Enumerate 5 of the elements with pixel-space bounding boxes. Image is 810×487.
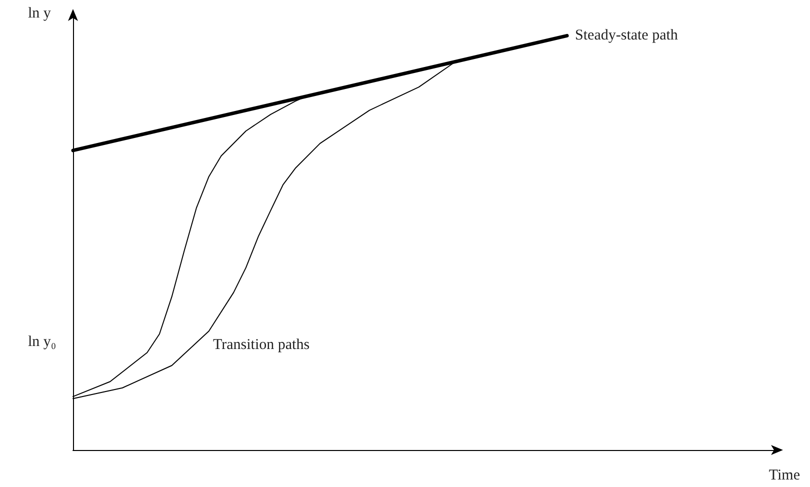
series-label: Steady-state path [575,28,678,44]
text: ln y₀ [28,334,56,350]
x-axis-title: Time [768,468,800,484]
annotation: Transition paths [213,337,310,353]
y-axis-title: ln y [28,6,52,22]
